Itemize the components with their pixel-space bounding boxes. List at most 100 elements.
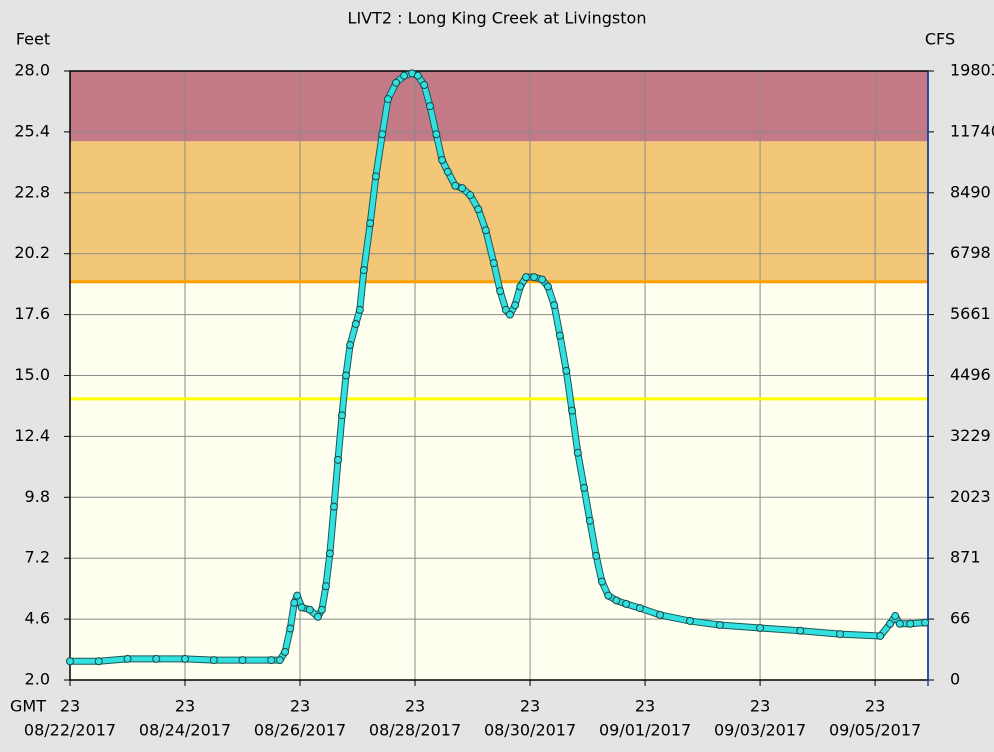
y2-tick-label: 8490 xyxy=(950,182,991,201)
stage-point xyxy=(321,582,330,591)
stage-point xyxy=(562,366,571,375)
stage-point xyxy=(876,631,885,640)
y-tick-label: 9.8 xyxy=(25,487,50,506)
stage-point xyxy=(286,624,295,633)
stage-point xyxy=(505,310,514,319)
stage-point xyxy=(181,654,190,663)
stage-point xyxy=(371,172,380,181)
stage-point xyxy=(451,181,460,190)
stage-point xyxy=(443,167,452,176)
y-axis-label: Feet xyxy=(16,30,50,49)
stage-point xyxy=(891,612,900,621)
stage-point xyxy=(685,616,694,625)
stage-point xyxy=(346,341,355,350)
x-tick-hour: 23 xyxy=(405,697,425,716)
stage-point xyxy=(432,130,441,139)
stage-point xyxy=(359,266,368,275)
x-tick-hour: 23 xyxy=(635,697,655,716)
stage-point xyxy=(635,604,644,613)
stage-point xyxy=(305,605,314,614)
stage-point xyxy=(392,78,401,87)
x-tick-hour: 23 xyxy=(60,697,80,716)
stage-point xyxy=(209,656,218,665)
stage-point xyxy=(313,612,322,621)
stage-point xyxy=(438,156,447,165)
x-tick-hour: 23 xyxy=(290,697,310,716)
stage-point xyxy=(333,455,342,464)
x-tick-label: 08/26/2017 xyxy=(254,721,346,740)
stage-point xyxy=(622,599,631,608)
stage-point xyxy=(281,647,290,656)
stage-point xyxy=(921,618,930,627)
x-tick-label: 08/22/2017 xyxy=(24,721,116,740)
flood-band xyxy=(70,141,928,282)
stage-point xyxy=(458,184,467,193)
flood-band xyxy=(70,71,928,142)
stage-point xyxy=(293,591,302,600)
chart-title: LIVT2 : Long King Creek at Livingston xyxy=(348,9,647,28)
y-tick-label: 28.0 xyxy=(14,61,50,80)
y-tick-label: 12.4 xyxy=(14,426,50,445)
stage-point xyxy=(238,656,247,665)
stage-point xyxy=(425,102,434,111)
x-tick-label: 08/24/2017 xyxy=(139,721,231,740)
stage-point xyxy=(400,71,409,80)
stage-point xyxy=(355,305,364,314)
stage-point xyxy=(152,654,161,663)
stage-point xyxy=(474,205,483,214)
stage-point xyxy=(325,549,334,558)
stage-point xyxy=(378,130,387,139)
stage-point xyxy=(267,656,276,665)
stage-point xyxy=(297,603,306,612)
y2-axis-label: CFS xyxy=(925,30,955,49)
stage-point xyxy=(317,605,326,614)
stage-point xyxy=(656,610,665,619)
stage-point xyxy=(796,626,805,635)
stage-point xyxy=(413,71,422,80)
stage-point xyxy=(580,483,589,492)
stage-point xyxy=(555,331,564,340)
y-tick-label: 17.6 xyxy=(14,304,50,323)
y-tick-label: 4.6 xyxy=(25,609,50,628)
y2-tick-label: 11740 xyxy=(950,121,994,140)
timezone-label: GMT xyxy=(10,697,46,716)
stage-point xyxy=(573,448,582,457)
y2-tick-label: 2023 xyxy=(950,487,991,506)
x-tick-hour: 23 xyxy=(175,697,195,716)
stage-point xyxy=(94,657,103,666)
stage-point xyxy=(550,301,559,310)
x-tick-hour: 23 xyxy=(750,697,770,716)
y2-tick-label: 0 xyxy=(950,670,960,689)
stage-point xyxy=(530,273,539,282)
stage-point xyxy=(715,620,724,629)
x-tick-label: 08/30/2017 xyxy=(484,721,576,740)
stage-point xyxy=(496,287,505,296)
y2-tick-label: 5661 xyxy=(950,304,991,323)
stage-point xyxy=(275,656,284,665)
stage-point xyxy=(123,654,132,663)
x-tick-label: 08/28/2017 xyxy=(369,721,461,740)
x-tick-label: 09/01/2017 xyxy=(599,721,691,740)
y-tick-label: 2.0 xyxy=(25,670,50,689)
stage-point xyxy=(489,259,498,268)
x-tick-label: 09/05/2017 xyxy=(829,721,921,740)
y2-tick-label: 19803 xyxy=(950,61,994,80)
stage-point xyxy=(342,371,351,380)
y2-tick-label: 871 xyxy=(950,548,981,567)
stage-point xyxy=(568,406,577,415)
stage-point xyxy=(538,275,547,284)
stage-point xyxy=(384,95,393,104)
y-tick-label: 20.2 xyxy=(14,243,50,262)
stage-point xyxy=(756,624,765,633)
stage-point xyxy=(351,319,360,328)
stage-point xyxy=(329,502,338,511)
stage-point xyxy=(522,273,531,282)
x-tick-hour: 23 xyxy=(520,697,540,716)
stage-point xyxy=(466,191,475,200)
stage-point xyxy=(420,81,429,90)
y2-tick-label: 3229 xyxy=(950,426,991,445)
stage-point xyxy=(886,619,895,628)
y2-tick-label: 4496 xyxy=(950,365,991,384)
